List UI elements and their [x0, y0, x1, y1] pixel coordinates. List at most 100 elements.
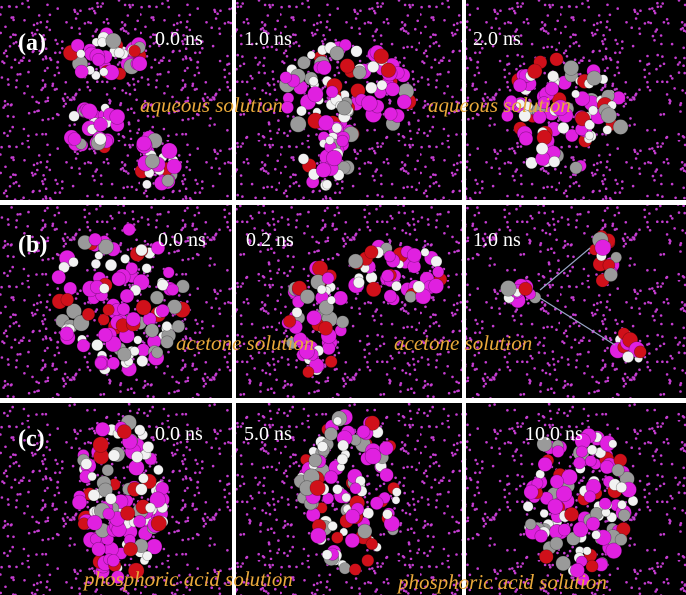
- atom: [125, 311, 141, 327]
- atom: [331, 122, 343, 134]
- atom: [67, 132, 82, 146]
- atom: [51, 270, 66, 285]
- atom: [68, 256, 79, 268]
- atom: [128, 44, 141, 58]
- atom: [350, 45, 363, 58]
- atom: [379, 468, 394, 483]
- molecules: [51, 27, 647, 587]
- caption: acetone solution: [176, 331, 314, 355]
- atom: [317, 441, 329, 453]
- atom: [302, 366, 315, 379]
- caption: aqueous solution: [140, 93, 283, 117]
- atom: [142, 550, 153, 562]
- atom: [138, 472, 149, 484]
- atom: [524, 518, 537, 531]
- atom: [106, 356, 120, 370]
- atom: [367, 60, 380, 73]
- atom: [594, 239, 612, 256]
- atom: [150, 515, 167, 532]
- atom: [548, 155, 561, 168]
- atom: [113, 47, 125, 59]
- row-label: (b): [18, 232, 47, 258]
- atom: [391, 495, 401, 505]
- row-label: (a): [18, 30, 46, 56]
- atom: [617, 499, 627, 510]
- atom: [166, 283, 179, 296]
- atom: [289, 115, 307, 133]
- atom: [104, 259, 118, 272]
- atom: [396, 94, 412, 110]
- atom: [537, 456, 553, 472]
- atom: [523, 484, 539, 500]
- atom: [336, 453, 349, 465]
- atom: [348, 253, 364, 269]
- atom: [361, 95, 378, 112]
- atom: [332, 484, 343, 495]
- atom: [151, 240, 166, 255]
- atom: [68, 110, 80, 122]
- labels: (a) (b) (c) 0.0 ns 1.0 ns 2.0 ns 0.0 ns …: [18, 28, 607, 594]
- atom: [87, 489, 100, 502]
- atom: [518, 281, 533, 296]
- atom: [74, 64, 89, 79]
- atom: [109, 108, 126, 125]
- atom: [94, 251, 104, 260]
- atom: [571, 89, 580, 99]
- atom: [102, 303, 115, 316]
- atom: [341, 492, 352, 503]
- atom: [614, 533, 628, 546]
- atom: [557, 121, 570, 134]
- atom: [81, 307, 96, 321]
- atom: [582, 546, 592, 556]
- atom: [318, 114, 335, 131]
- atom: [111, 570, 125, 584]
- atom: [321, 549, 333, 561]
- atom: [513, 78, 527, 93]
- atom: [134, 424, 146, 436]
- row-label: (c): [18, 426, 45, 452]
- atom: [549, 52, 564, 67]
- time-label: 1.0 ns: [473, 229, 521, 251]
- arrow: [539, 297, 616, 346]
- atom: [99, 67, 109, 77]
- atom: [633, 345, 647, 359]
- atom: [364, 245, 379, 260]
- atom: [373, 48, 390, 65]
- atom: [404, 290, 417, 303]
- atom: [136, 355, 149, 367]
- atom: [345, 508, 361, 524]
- atom: [94, 356, 108, 370]
- atom: [161, 321, 173, 332]
- atom: [94, 132, 107, 146]
- atom: [123, 541, 138, 557]
- atom: [133, 335, 143, 345]
- atom: [551, 445, 565, 458]
- atom: [291, 306, 303, 318]
- atom: [161, 142, 178, 160]
- atom: [352, 276, 365, 289]
- atom: [125, 262, 139, 275]
- atom: [116, 347, 132, 362]
- atom: [561, 468, 578, 486]
- atom: [105, 32, 122, 49]
- atom: [537, 96, 551, 110]
- atom: [336, 134, 349, 148]
- atom: [382, 509, 393, 520]
- atom: [349, 563, 362, 576]
- atom: [166, 158, 182, 175]
- atom: [145, 502, 156, 514]
- atom: [602, 125, 613, 135]
- atom: [155, 303, 170, 318]
- atom: [612, 119, 629, 135]
- atom: [63, 281, 77, 296]
- atom: [90, 258, 101, 270]
- arrows: [539, 247, 616, 346]
- atom: [366, 281, 382, 298]
- atom: [547, 498, 564, 515]
- atom: [160, 335, 174, 349]
- atom: [117, 302, 131, 316]
- caption: acetone solution: [394, 331, 532, 355]
- atom: [608, 439, 618, 449]
- atom: [132, 55, 148, 72]
